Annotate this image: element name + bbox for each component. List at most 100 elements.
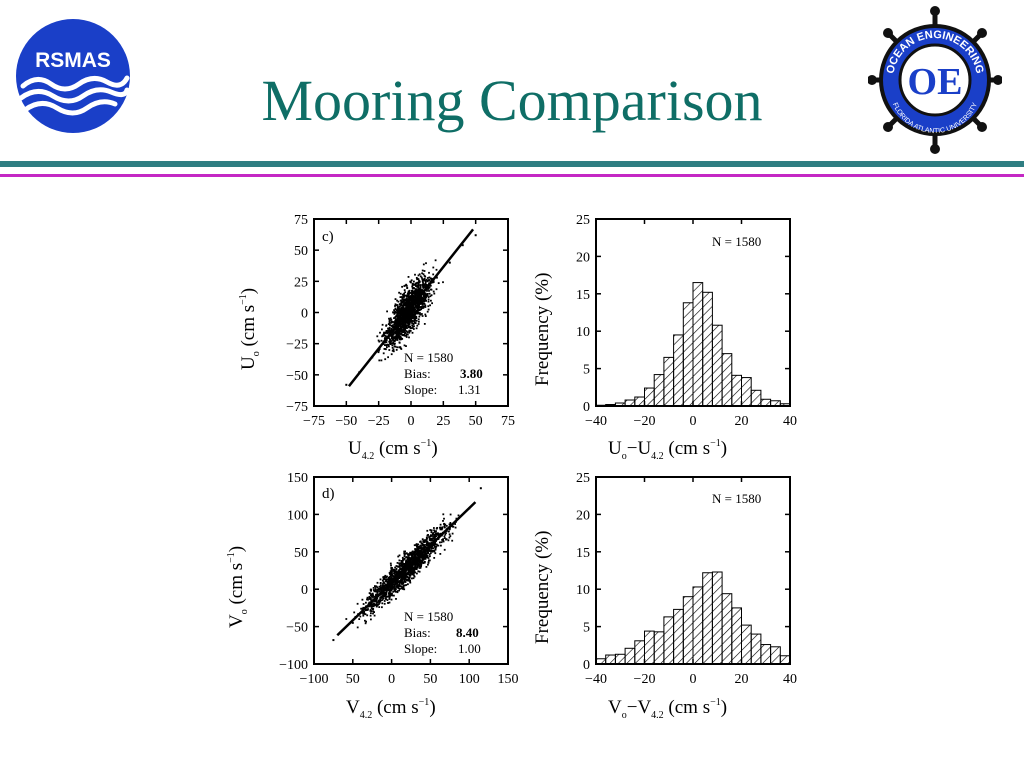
- scatter-point: [406, 556, 408, 558]
- scatter-point: [419, 284, 422, 287]
- scatter-point: [371, 593, 374, 596]
- stats-n: N = 1580: [712, 234, 761, 249]
- scatter-point: [378, 603, 380, 605]
- scatter-point: [409, 574, 412, 577]
- scatter-point: [422, 548, 425, 550]
- scatter-point: [373, 589, 375, 591]
- scatter-point: [378, 359, 381, 362]
- scatter-point: [416, 304, 419, 307]
- scatter-point: [414, 308, 416, 311]
- scatter-point: [391, 584, 393, 586]
- scatter-point: [398, 341, 401, 344]
- scatter-point: [406, 301, 408, 303]
- scatter-point: [424, 315, 427, 317]
- y-axis-label: Vo (cm s−1): [226, 546, 250, 628]
- scatter-point: [392, 333, 395, 336]
- scatter-point: [402, 293, 405, 296]
- scatter-point: [437, 544, 440, 547]
- scatter-point: [402, 330, 405, 333]
- scatter-point: [426, 290, 428, 292]
- scatter-point: [406, 315, 409, 318]
- scatter-point: [405, 561, 407, 564]
- scatter-point: [388, 594, 391, 596]
- scatter-point: [400, 333, 403, 335]
- scatter-point: [390, 570, 393, 573]
- scatter-point: [406, 558, 409, 561]
- scatter-point: [370, 588, 373, 591]
- scatter-point: [402, 322, 405, 325]
- scatter-point: [432, 273, 435, 276]
- scatter-point: [411, 577, 413, 580]
- scatter-point: [409, 301, 412, 304]
- scatter-point: [383, 578, 386, 581]
- scatter-point: [412, 295, 415, 297]
- scatter-point: [378, 349, 380, 352]
- scatter-point: [403, 563, 406, 565]
- scatter-point: [414, 571, 417, 574]
- scatter-point: [443, 524, 446, 527]
- scatter-point: [430, 534, 432, 537]
- scatter-point: [414, 290, 417, 293]
- scatter-point: [404, 565, 407, 568]
- stats-n: N = 1580: [712, 491, 761, 506]
- scatter-point: [413, 557, 416, 560]
- scatter-point: [403, 553, 406, 556]
- scatter-point: [403, 294, 406, 297]
- scatter-point: [407, 325, 409, 327]
- scatter-point: [403, 289, 406, 291]
- scatter-point: [386, 589, 388, 592]
- scatter-point: [414, 295, 417, 298]
- scatter-point: [403, 573, 406, 575]
- x-tick-label: 0: [408, 414, 415, 429]
- scatter-point: [413, 566, 415, 569]
- scatter-point: [405, 304, 407, 306]
- x-ticks: −100 50 0 50 100 150: [300, 477, 519, 687]
- y-tick-label: 15: [576, 288, 590, 303]
- scatter-point: [390, 327, 393, 330]
- scatter-point: [420, 290, 423, 292]
- scatter-point: [400, 330, 403, 333]
- scatter-point: [415, 553, 417, 556]
- scatter-point: [416, 312, 418, 315]
- x-tick-label: 20: [735, 414, 749, 429]
- scatter-point: [381, 328, 383, 331]
- scatter-point: [376, 581, 379, 584]
- scatter-point: [412, 328, 415, 330]
- scatter-point: [391, 324, 394, 327]
- scatter-point: [375, 604, 378, 606]
- scatter-point: [439, 523, 442, 526]
- scatter-point: [479, 487, 482, 490]
- scatter-point: [412, 308, 414, 311]
- scatter-point: [394, 311, 397, 314]
- scatter-point: [401, 307, 404, 310]
- scatter-point: [433, 535, 436, 538]
- scatter-point: [406, 563, 409, 566]
- scatter-point: [437, 533, 440, 536]
- scatter-point: [409, 553, 412, 556]
- scatter-point: [395, 572, 398, 575]
- scatter-point: [397, 329, 400, 331]
- scatter-point: [454, 523, 456, 525]
- scatter-point: [388, 577, 391, 580]
- scatter-point: [408, 312, 411, 314]
- scatter-point: [443, 523, 445, 525]
- scatter-point: [413, 298, 416, 301]
- scatter-point: [386, 578, 388, 581]
- scatter-point: [439, 528, 442, 530]
- scatter-point: [356, 602, 359, 605]
- scatter-point: [402, 310, 405, 312]
- scatter-point: [419, 288, 422, 290]
- scatter-point: [436, 527, 438, 529]
- scatter-point: [423, 539, 425, 542]
- scatter-point: [416, 277, 419, 280]
- scatter-point: [417, 550, 419, 553]
- scatter-point: [397, 300, 400, 303]
- scatter-point: [399, 326, 402, 329]
- scatter-point: [405, 326, 407, 329]
- scatter-point: [401, 567, 404, 570]
- scatter-point: [451, 532, 454, 535]
- scatter-point: [405, 336, 408, 338]
- scatter-point: [416, 291, 419, 294]
- scatter-point: [421, 302, 423, 305]
